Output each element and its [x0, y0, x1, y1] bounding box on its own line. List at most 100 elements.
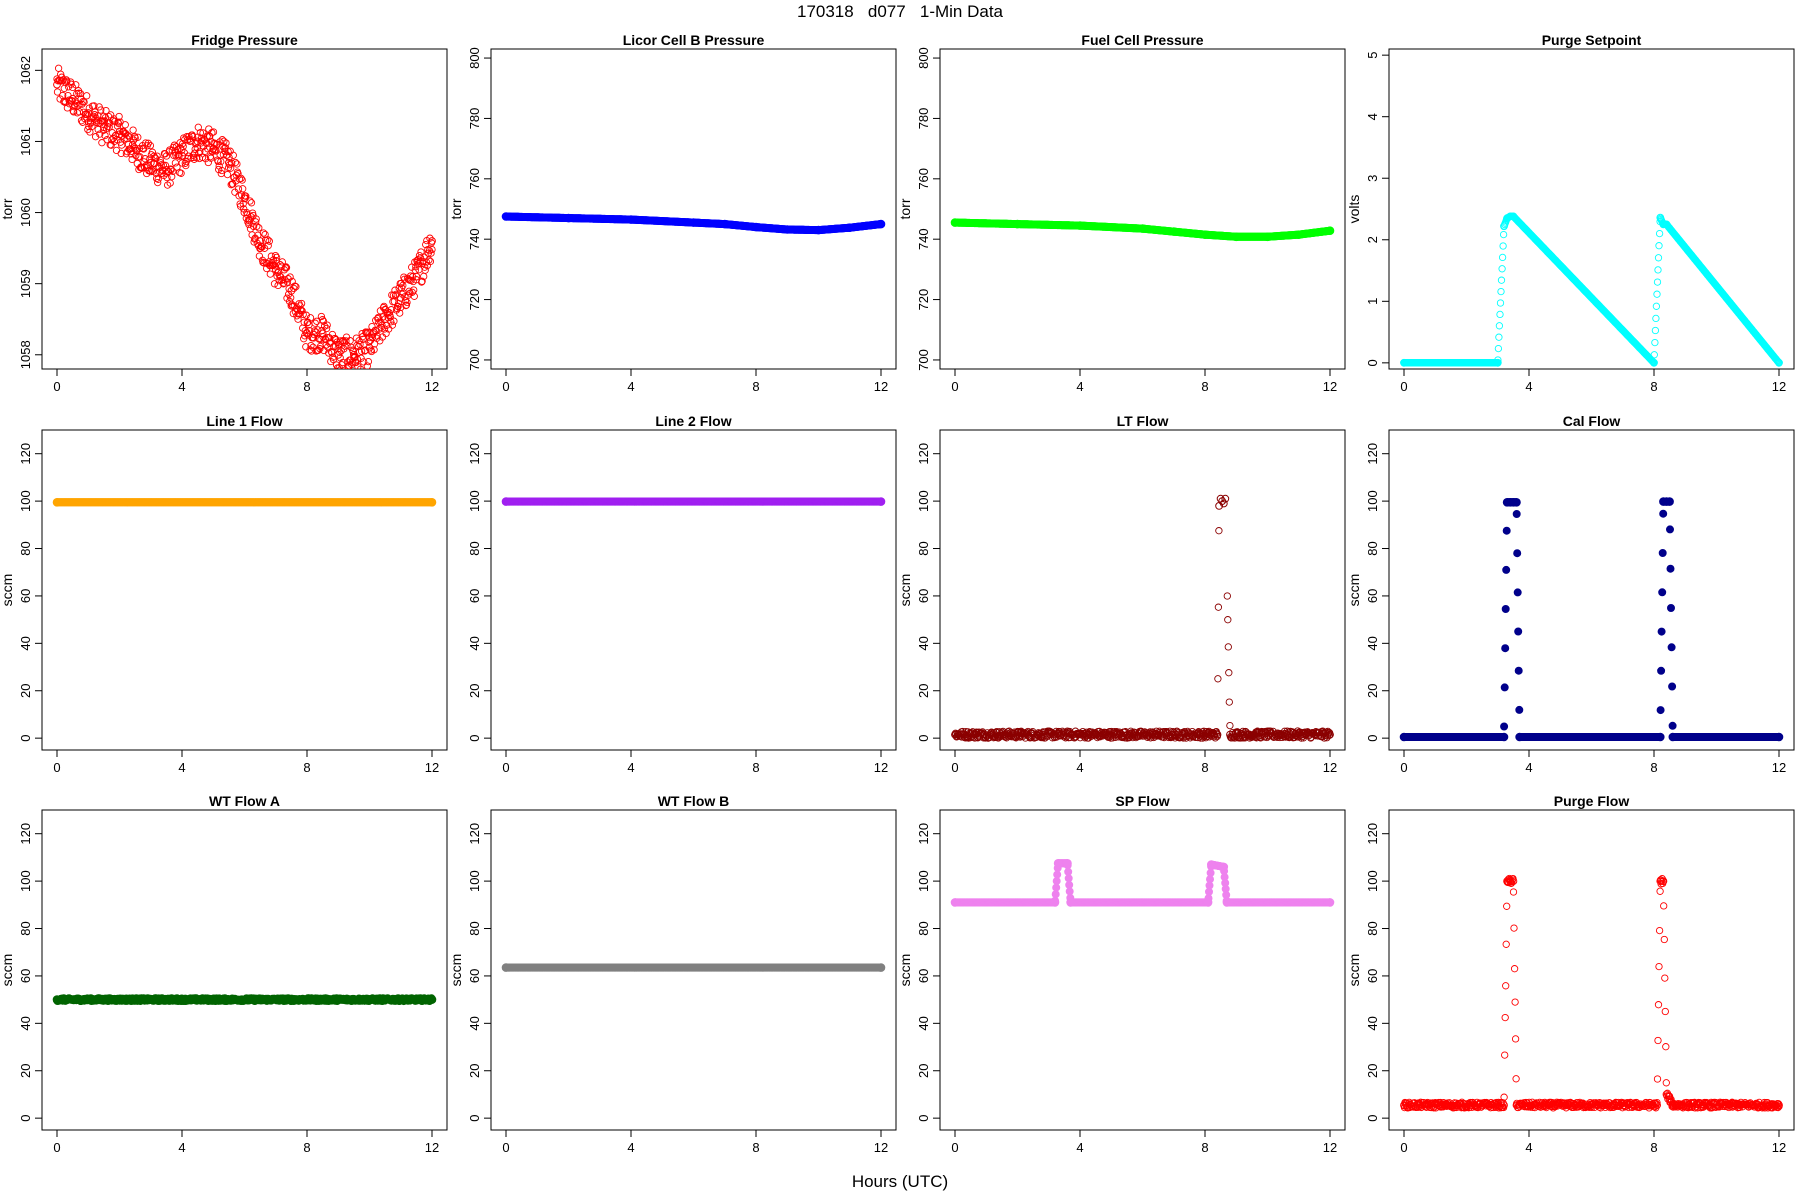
- figure-title: 170318 d077 1-Min Data: [796, 2, 1004, 21]
- data-point: [1498, 253, 1507, 262]
- data-point: [317, 312, 326, 321]
- plot-frame: [939, 429, 1346, 751]
- data-point: [271, 251, 280, 260]
- data-point: [1654, 254, 1663, 262]
- data-point: [242, 192, 250, 200]
- data-point: [278, 258, 286, 266]
- data-point: [1013, 219, 1022, 229]
- y-tick-label: 40: [18, 636, 33, 650]
- data-point: [179, 139, 187, 148]
- y-axis-label: torr: [448, 198, 464, 219]
- data-point: [161, 161, 170, 170]
- data-point: [264, 242, 272, 250]
- data-point: [1294, 230, 1304, 239]
- series-points: [1400, 212, 1783, 367]
- data-point: [1499, 242, 1507, 250]
- data-point: [1774, 357, 1782, 366]
- data-point: [259, 258, 267, 267]
- data-point: [227, 164, 235, 172]
- y-tick-label: 740: [467, 228, 482, 250]
- data-point: [243, 211, 252, 219]
- data-point: [751, 222, 761, 232]
- data-point: [76, 89, 85, 98]
- data-point: [209, 144, 218, 153]
- data-point: [391, 286, 399, 294]
- data-point: [403, 298, 411, 307]
- x-tick-label: 8: [1201, 379, 1208, 394]
- y-tick-label: 700: [916, 349, 931, 371]
- data-point: [271, 265, 280, 274]
- y-tick-label: 1061: [18, 127, 33, 156]
- x-tick-label: 12: [425, 760, 439, 775]
- data-point: [292, 283, 300, 291]
- data-point: [252, 218, 260, 226]
- data-point: [845, 223, 855, 232]
- data-point: [1232, 232, 1241, 242]
- data-point: [161, 150, 169, 158]
- x-tick-label: 4: [1076, 379, 1083, 394]
- y-tick-label: 120: [467, 443, 482, 465]
- data-point: [876, 497, 886, 506]
- series-points: [501, 497, 886, 506]
- y-tick-label: 760: [916, 168, 931, 190]
- data-point: [380, 302, 388, 311]
- data-point: [388, 321, 397, 329]
- y-tick-label: 120: [916, 443, 931, 465]
- y-axis-label: sccm: [897, 574, 913, 607]
- data-point: [178, 151, 186, 160]
- data-point: [376, 337, 384, 345]
- series-points: [950, 218, 1335, 242]
- y-tick-label: 40: [916, 636, 931, 650]
- data-point: [342, 337, 350, 345]
- data-point: [1654, 266, 1662, 274]
- x-tick-label: 8: [752, 760, 759, 775]
- data-point: [245, 220, 253, 229]
- data-point: [272, 253, 281, 262]
- data-point: [79, 97, 87, 106]
- data-point: [307, 341, 315, 350]
- data-point: [408, 288, 416, 296]
- y-tick-label: 1059: [18, 269, 33, 298]
- data-point: [1651, 326, 1660, 335]
- data-point: [144, 139, 152, 147]
- data-point: [247, 199, 256, 207]
- data-point: [175, 152, 183, 160]
- y-tick-label: 2: [1365, 236, 1380, 243]
- data-point: [221, 144, 230, 152]
- data-point: [105, 123, 113, 131]
- data-point: [343, 368, 348, 369]
- y-tick-label: 700: [467, 349, 482, 371]
- x-tick-label: 8: [752, 379, 759, 394]
- y-tick-label: 0: [1365, 359, 1380, 366]
- series-points: [53, 64, 436, 369]
- data-point: [363, 362, 371, 369]
- plot-frame: [490, 48, 897, 370]
- data-point: [402, 301, 410, 310]
- data-point: [390, 317, 398, 325]
- data-point: [97, 106, 105, 114]
- x-tick-label: 0: [502, 760, 509, 775]
- data-point: [270, 280, 279, 288]
- data-point: [328, 330, 337, 339]
- data-point: [53, 80, 61, 89]
- data-point: [1325, 226, 1335, 235]
- data-point: [134, 133, 142, 141]
- y-tick-label: 80: [916, 541, 931, 555]
- data-point: [1494, 356, 1502, 364]
- data-point: [501, 212, 511, 221]
- x-tick-label: 4: [627, 760, 634, 775]
- data-point: [282, 264, 291, 272]
- x-tick-label: 4: [178, 760, 185, 775]
- data-point: [298, 307, 306, 315]
- data-point: [353, 341, 361, 350]
- x-tick-label: 4: [1076, 760, 1083, 775]
- data-point: [418, 277, 426, 285]
- data-point: [1496, 299, 1505, 307]
- data-point: [217, 157, 225, 166]
- data-point: [264, 236, 272, 244]
- data-point: [162, 152, 171, 160]
- data-point: [421, 266, 429, 274]
- data-point: [91, 133, 100, 141]
